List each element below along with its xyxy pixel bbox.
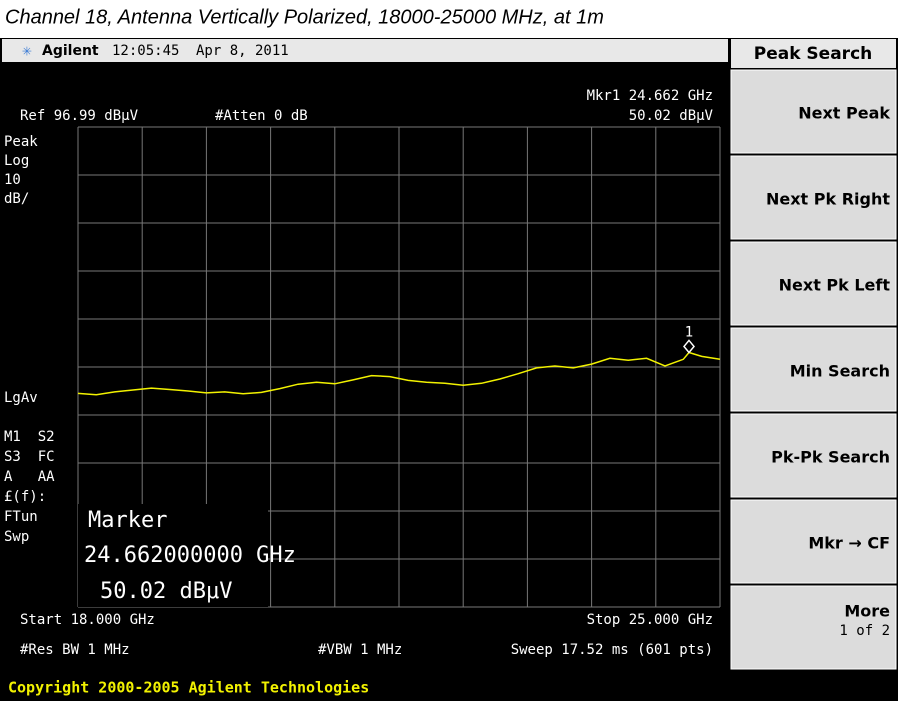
softkey xyxy=(730,155,897,240)
trace xyxy=(77,351,721,396)
softkey xyxy=(730,327,897,412)
title: Channel 18, Antenna Vertically Polarized… xyxy=(5,6,604,28)
annotation: FTun xyxy=(4,509,38,525)
softkey-label: Pk-Pk Search xyxy=(771,448,890,467)
softkey-label: More xyxy=(844,602,890,621)
annotation: Peak xyxy=(4,134,38,150)
annotation: S3 FC xyxy=(4,449,55,465)
brand: Agilent xyxy=(42,43,99,59)
marker-box-title: Marker xyxy=(88,508,167,533)
annotation: A AA xyxy=(4,469,55,485)
menu-title-bar xyxy=(731,39,896,68)
annotation: Log xyxy=(4,153,29,169)
marker-box-amp: 50.02 dBμV xyxy=(100,579,232,604)
annotation: dB/ xyxy=(4,191,29,207)
softkey-label: Mkr → CF xyxy=(808,534,890,553)
softkey xyxy=(730,413,897,498)
ref-level: Ref 96.99 dBμV xyxy=(20,108,139,124)
stop: Stop 25.000 GHz xyxy=(587,612,713,628)
marker-readout-amp: 50.02 dBμV xyxy=(629,108,714,124)
softkey xyxy=(730,241,897,326)
res-bw: #Res BW 1 MHz xyxy=(20,642,130,658)
header-bar xyxy=(2,39,728,62)
start: Start 18.000 GHz xyxy=(20,612,155,628)
vbw: #VBW 1 MHz xyxy=(318,642,402,658)
menu-title: Peak Search xyxy=(754,44,873,64)
date: Apr 8, 2011 xyxy=(196,43,289,59)
annotation: M1 S2 xyxy=(4,429,55,445)
softkey-label: Next Pk Right xyxy=(766,190,890,209)
marker-readout-freq: Mkr1 24.662 GHz xyxy=(587,88,713,104)
scale: 10 xyxy=(4,172,21,188)
softkey xyxy=(730,69,897,154)
softkey-sub: 1 of 2 xyxy=(839,623,890,639)
marker xyxy=(683,339,695,354)
softkey-label: Min Search xyxy=(790,362,890,381)
annotation: £(f): xyxy=(4,489,46,505)
annotation: LgAv xyxy=(4,390,38,406)
logo: ✳ xyxy=(22,41,32,60)
marker-box-freq: 24.662000000 GHz xyxy=(84,543,296,568)
sweep: Sweep 17.52 ms (601 pts) xyxy=(511,642,713,658)
marker-number: 1 xyxy=(685,324,693,340)
time: 12:05:45 xyxy=(112,43,179,59)
atten: #Atten 0 dB xyxy=(215,108,308,124)
softkey xyxy=(730,499,897,584)
softkey-label: Next Peak xyxy=(798,104,890,123)
marker-box xyxy=(78,504,268,607)
annotation: Swp xyxy=(4,529,29,545)
softkey xyxy=(730,585,897,670)
footer: Copyright 2000-2005 Agilent Technologies xyxy=(8,679,369,697)
softkey-label: Next Pk Left xyxy=(779,276,891,295)
